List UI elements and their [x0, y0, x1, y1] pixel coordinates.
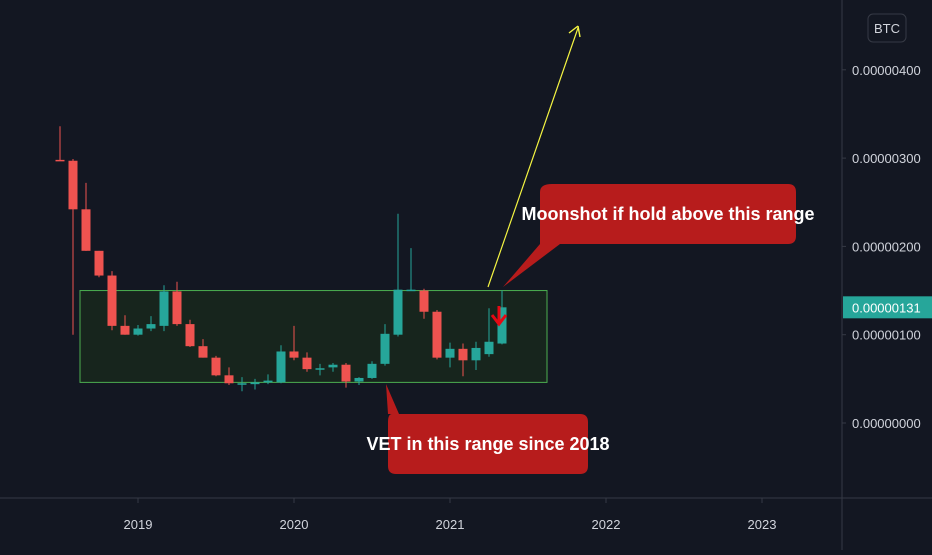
candle[interactable]: [458, 343, 468, 377]
last-price-label: 0.00000131: [852, 300, 921, 315]
candle-body: [406, 289, 416, 292]
y-tick-label: 0.00000000: [852, 416, 921, 431]
bottom-callout-text: VET in this range since 2018: [366, 434, 609, 454]
candle[interactable]: [250, 378, 260, 390]
y-axis[interactable]: 0.00000400 0.00000300 0.00000200 0.00000100…: [842, 63, 921, 431]
candle-body: [81, 209, 91, 251]
candle-body: [224, 375, 234, 384]
y-tick-label: 0.00000400: [852, 63, 921, 78]
candle-body: [484, 341, 494, 355]
candle-body: [380, 333, 390, 364]
candle-body: [458, 348, 468, 361]
candle-body: [354, 377, 364, 382]
candle[interactable]: [55, 126, 65, 162]
candles-layer: [55, 126, 507, 392]
candle[interactable]: [159, 285, 169, 332]
x-tick-label: 2021: [436, 517, 465, 532]
y-tick-label: 0.00000300: [852, 151, 921, 166]
candle-body: [133, 328, 143, 335]
x-tick-label: 2023: [748, 517, 777, 532]
moonshot-arrow: [487, 25, 581, 288]
candle-body: [68, 160, 78, 210]
candle[interactable]: [354, 377, 364, 386]
currency-badge-label: BTC: [874, 21, 900, 36]
candle-body: [120, 325, 130, 335]
candle[interactable]: [237, 377, 247, 392]
candle[interactable]: [172, 281, 182, 326]
candle[interactable]: [484, 308, 494, 357]
candle[interactable]: [445, 342, 455, 368]
candle-body: [341, 364, 351, 382]
last-price-bg: [843, 296, 932, 319]
candle[interactable]: [198, 339, 208, 358]
range-box: [79, 290, 548, 383]
candle-body: [419, 290, 429, 312]
candle-body: [185, 324, 195, 347]
red-down-arrow-icon: [490, 306, 508, 327]
currency-badge[interactable]: BTC: [867, 13, 907, 43]
candle-body: [302, 357, 312, 370]
candle-body: [328, 364, 338, 368]
candle-body: [94, 250, 104, 276]
candle[interactable]: [81, 182, 91, 251]
candle[interactable]: [107, 271, 117, 331]
candle-body: [159, 291, 169, 326]
candle[interactable]: [185, 319, 195, 348]
candle[interactable]: [406, 248, 416, 292]
candle-body: [432, 311, 442, 358]
x-tick-label: 2020: [280, 517, 309, 532]
candle-body: [146, 324, 156, 329]
candle[interactable]: [302, 352, 312, 372]
top-callout[interactable]: Moonshot if hold above this range: [503, 184, 815, 287]
candle[interactable]: [432, 309, 442, 360]
candle-body: [211, 357, 221, 376]
candle-body: [289, 351, 299, 358]
candle[interactable]: [68, 158, 78, 335]
x-tick-label: 2022: [592, 517, 621, 532]
candle-body: [276, 351, 286, 383]
top-callout-text: Moonshot if hold above this range: [521, 204, 814, 224]
candle[interactable]: [341, 362, 351, 388]
candle[interactable]: [471, 341, 481, 371]
x-tick-label: 2019: [124, 517, 153, 532]
candle[interactable]: [497, 290, 507, 345]
candle[interactable]: [289, 325, 299, 361]
candle-body: [393, 289, 403, 335]
candle-body: [55, 159, 65, 162]
candle[interactable]: [315, 363, 325, 376]
candle[interactable]: [276, 345, 286, 384]
candle-body: [250, 382, 260, 385]
candle[interactable]: [224, 367, 234, 386]
y-tick-label: 0.00000200: [852, 239, 921, 254]
candle-body: [471, 347, 481, 361]
candle[interactable]: [133, 324, 143, 336]
candle[interactable]: [263, 374, 273, 385]
candle[interactable]: [211, 355, 221, 377]
candle[interactable]: [393, 213, 403, 337]
candle-body: [107, 275, 117, 326]
candle[interactable]: [419, 288, 429, 319]
last-price-tag: 0.00000131: [843, 296, 932, 319]
x-axis[interactable]: 2019 2020 2021 2022 2023: [124, 498, 777, 532]
candle[interactable]: [94, 250, 104, 278]
candle[interactable]: [367, 361, 377, 379]
bottom-callout[interactable]: VET in this range since 2018: [366, 384, 610, 474]
candle[interactable]: [380, 324, 390, 366]
candle-body: [263, 380, 273, 383]
candle-body: [198, 346, 208, 358]
y-tick-label: 0.00000100: [852, 328, 921, 343]
candle-body: [237, 383, 247, 385]
candle-body: [367, 363, 377, 378]
candle-body: [315, 368, 325, 370]
candle[interactable]: [328, 362, 338, 372]
candle-body: [445, 348, 455, 358]
candle-body: [172, 291, 182, 325]
candle[interactable]: [120, 315, 130, 335]
candle[interactable]: [146, 316, 156, 332]
candle-body: [497, 307, 507, 344]
